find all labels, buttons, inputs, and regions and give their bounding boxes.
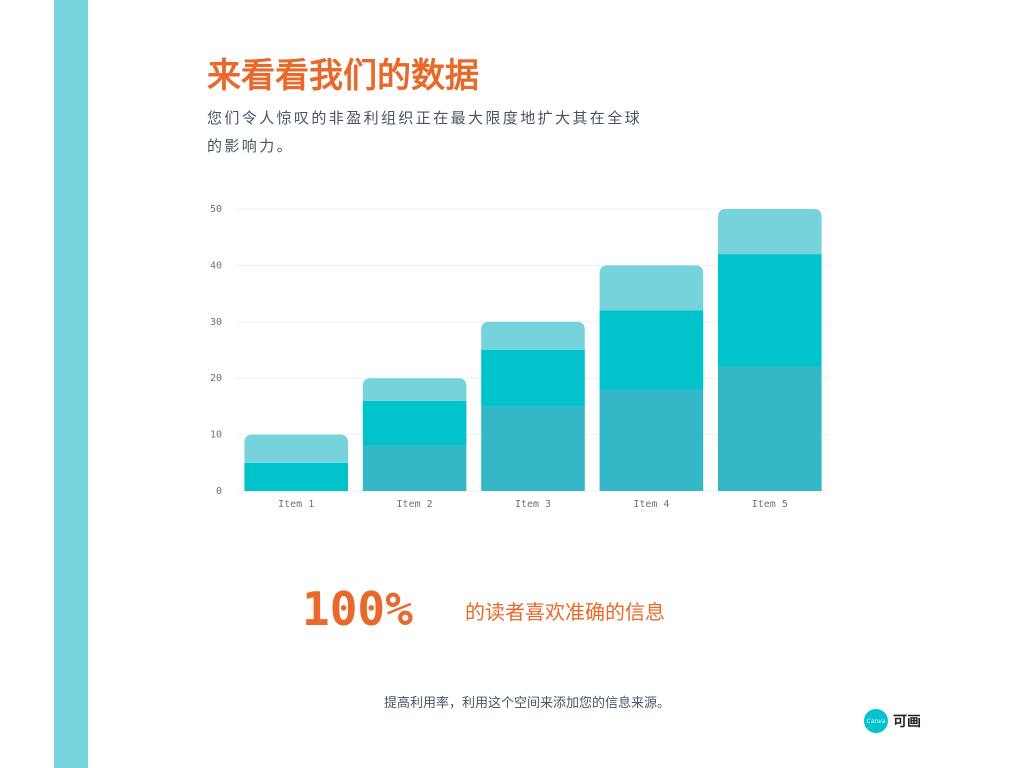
bar-segment: [244, 434, 348, 463]
subtitle: 您们令人惊叹的非盈利组织正在最大限度地扩大其在全球的影响力。: [207, 109, 643, 155]
x-tick-label: Item 4: [633, 499, 669, 510]
x-tick-label: Item 1: [278, 499, 314, 510]
chart: 0 10 20 30 40 50 Item 1 Item 2 Item 3 Item 4 Item …: [210, 204, 829, 510]
x-tick-label: Item 5: [752, 499, 788, 510]
bar-segment: [362, 400, 467, 446]
bar-segment: [481, 350, 585, 407]
bar-segment: [481, 406, 585, 491]
bar-segment: [244, 462, 348, 491]
bar-segment: [362, 445, 467, 491]
bar-segment: [481, 321, 585, 350]
y-tick-label: 0: [216, 486, 222, 497]
bar-segment: [599, 265, 704, 311]
highlight-figure: 100%: [302, 582, 413, 636]
bar-segment: [599, 310, 704, 390]
bar-segment: [718, 209, 822, 255]
x-tick-label: Item 2: [397, 499, 433, 510]
footnote: 提高利用率，利用这个空间来添加您的信息来源。: [383, 696, 670, 711]
logo-badge: Canva: [864, 709, 888, 733]
bar-segment: [718, 366, 822, 491]
highlight-text: 的读者喜欢准确的信息: [465, 600, 665, 624]
side-strip: [54, 0, 88, 768]
y-tick-label: 40: [210, 260, 222, 271]
logo: Canva 可画: [864, 709, 921, 733]
y-tick-label: 10: [210, 430, 222, 441]
y-tick-label: 50: [210, 204, 222, 215]
y-tick-label: 30: [210, 317, 222, 328]
x-tick-label: Item 3: [515, 499, 551, 510]
logo-text: 可画: [893, 714, 921, 730]
bar-segment: [599, 389, 704, 491]
title: 来看看我们的数据: [207, 56, 479, 96]
bar-segment: [718, 254, 822, 367]
y-tick-label: 20: [210, 373, 222, 384]
bar-segment: [362, 378, 467, 401]
